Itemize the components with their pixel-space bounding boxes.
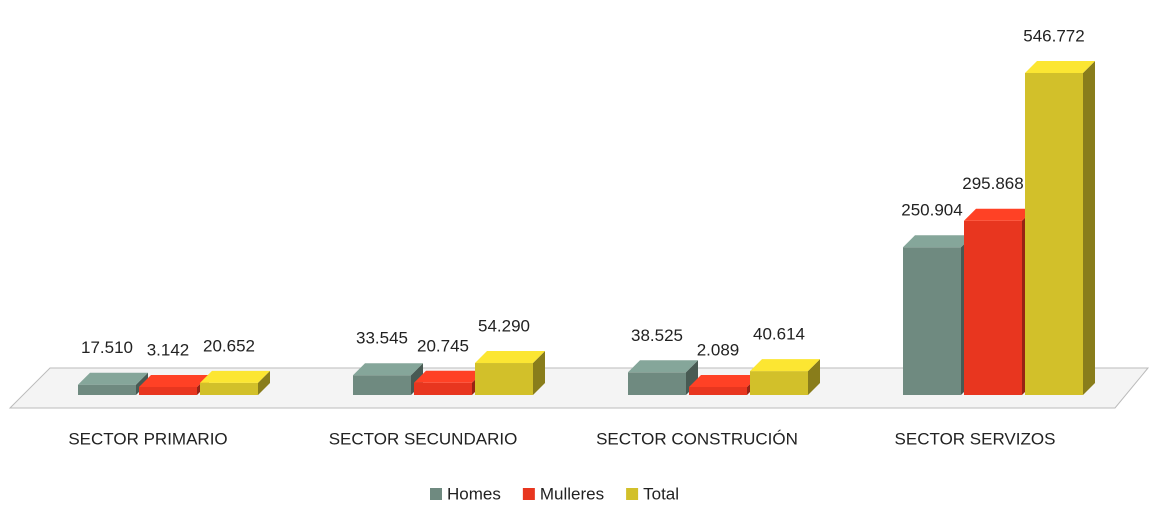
bar-front xyxy=(475,363,533,395)
bar-side xyxy=(1083,61,1095,395)
x-tick-label: SECTOR SERVIZOS xyxy=(895,429,1056,448)
bar-top xyxy=(750,359,820,372)
bar-front xyxy=(353,375,411,395)
bar xyxy=(628,360,698,395)
bar-top xyxy=(964,208,1034,221)
bar xyxy=(200,370,270,395)
bar xyxy=(78,372,148,395)
value-label: 38.525 xyxy=(631,326,683,345)
bar-top xyxy=(414,370,484,383)
bar-top xyxy=(200,370,270,383)
bar-front xyxy=(750,371,808,395)
value-label: 33.545 xyxy=(356,329,408,348)
bar-top xyxy=(689,375,759,387)
bar xyxy=(689,375,759,395)
bar-top xyxy=(628,360,698,373)
bar xyxy=(1025,61,1095,395)
value-label: 54.290 xyxy=(478,317,530,336)
legend-label: Mulleres xyxy=(540,484,604,503)
bar-front xyxy=(628,372,686,395)
bar-front xyxy=(903,247,961,395)
x-tick-label: SECTOR PRIMARIO xyxy=(68,429,227,448)
bar-side xyxy=(258,370,270,395)
x-tick-label: SECTOR SECUNDARIO xyxy=(329,429,518,448)
value-label: 2.089 xyxy=(697,340,740,359)
bar-top xyxy=(903,235,973,248)
legend-swatch xyxy=(430,488,442,500)
legend-label: Homes xyxy=(447,484,501,503)
legend-swatch xyxy=(522,488,535,500)
legend-swatch xyxy=(626,488,639,500)
bar-top xyxy=(1025,61,1095,73)
bar-front xyxy=(414,382,472,395)
value-label: 40.614 xyxy=(753,325,805,344)
bar-front xyxy=(689,387,747,395)
bar xyxy=(414,370,484,395)
bar-front xyxy=(139,387,197,395)
bar-side xyxy=(808,359,820,395)
bar-front xyxy=(1025,73,1083,395)
bar-top xyxy=(353,363,423,376)
bar xyxy=(964,208,1034,395)
value-label: 3.142 xyxy=(147,340,190,359)
bar-front xyxy=(78,384,136,395)
bar-side xyxy=(686,360,698,395)
value-label: 295.868 xyxy=(962,174,1023,193)
value-label: 250.904 xyxy=(901,201,962,220)
bar-top xyxy=(139,375,209,387)
value-label: 20.652 xyxy=(203,336,255,355)
value-label: 17.510 xyxy=(81,338,133,357)
legend-label: Total xyxy=(643,484,679,503)
bar-top xyxy=(475,351,545,364)
value-label: 20.745 xyxy=(417,336,469,355)
bar xyxy=(475,351,545,395)
bar xyxy=(139,375,209,395)
value-label: 546.772 xyxy=(1023,26,1084,45)
bar xyxy=(750,359,820,395)
bar xyxy=(353,363,423,395)
bar xyxy=(903,235,973,395)
x-tick-label: SECTOR CONSTRUCIÓN xyxy=(596,429,798,448)
bar-side xyxy=(533,351,545,395)
bar-top xyxy=(78,372,148,385)
bar-front xyxy=(964,220,1022,395)
bar-front xyxy=(200,382,258,395)
